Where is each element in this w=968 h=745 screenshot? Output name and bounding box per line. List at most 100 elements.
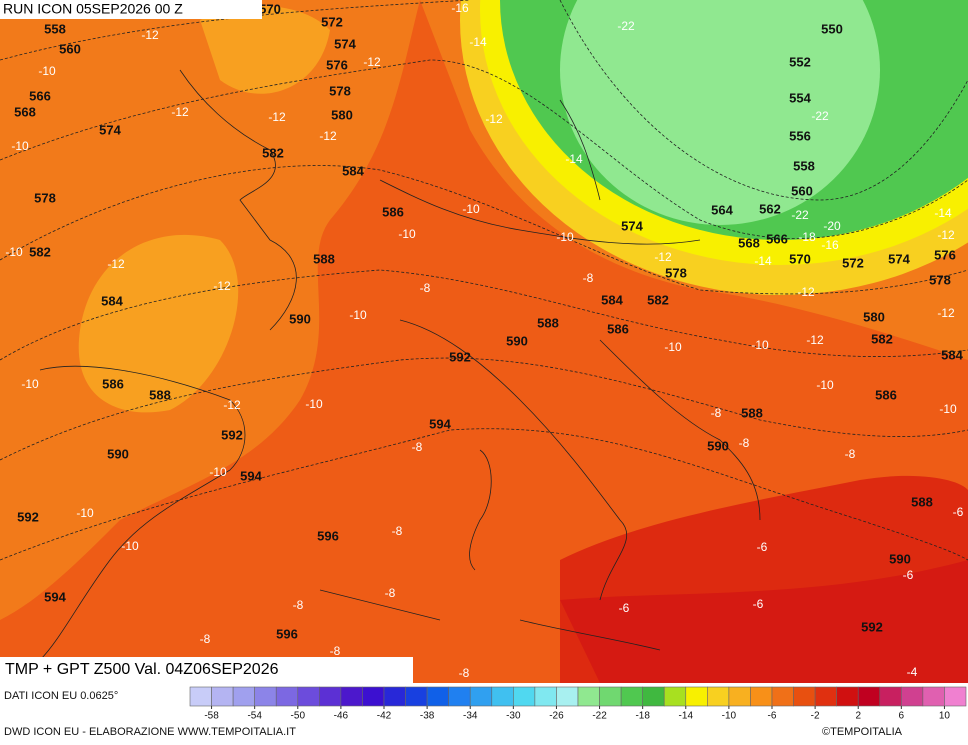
- scale-swatch: [857, 686, 881, 707]
- scale-swatch: [728, 686, 751, 707]
- temperature-label: -12: [937, 306, 955, 320]
- temperature-field: [0, 0, 968, 683]
- temperature-label: -8: [845, 447, 856, 461]
- map-title: TMP + GPT Z500 Val. 04Z06SEP2026: [5, 661, 279, 678]
- temperature-label: -8: [412, 440, 423, 454]
- geopotential-label: 590: [289, 311, 311, 326]
- temperature-label: -12: [797, 285, 815, 299]
- geopotential-label: 580: [331, 107, 353, 122]
- geopotential-label: 566: [29, 88, 51, 103]
- scale-tick-label: -58: [204, 711, 219, 722]
- scale-swatch: [750, 686, 773, 707]
- geopotential-label: 574: [888, 251, 910, 266]
- geopotential-label: 592: [449, 349, 471, 364]
- scale-swatch: [491, 686, 514, 707]
- temperature-label: -8: [711, 406, 722, 420]
- temperature-label: -8: [420, 281, 431, 295]
- scale-swatch: [232, 686, 255, 707]
- temperature-label: -14: [565, 152, 583, 166]
- temperature-label: -14: [934, 206, 952, 220]
- scale-swatch: [879, 686, 902, 707]
- temperature-label: -8: [392, 524, 403, 538]
- scale-tick-label: -46: [334, 711, 349, 722]
- geopotential-label: 588: [911, 494, 933, 509]
- scale-tick-label: -54: [247, 711, 262, 722]
- geopotential-label: 584: [101, 293, 123, 308]
- temperature-label: -22: [617, 19, 635, 33]
- geopotential-label: 586: [102, 376, 124, 391]
- scale-tick-label: -6: [768, 711, 777, 722]
- geopotential-label: 578: [329, 83, 351, 98]
- geopotential-label: 584: [941, 347, 963, 362]
- scale-swatch: [405, 686, 428, 707]
- geopotential-label: 576: [326, 57, 348, 72]
- temperature-label: -4: [907, 665, 918, 679]
- scale-swatch: [211, 686, 234, 707]
- temperature-label: -12: [223, 398, 241, 412]
- scale-swatch: [620, 686, 643, 707]
- temperature-label: -10: [76, 506, 94, 520]
- temperature-label: -16: [821, 238, 839, 252]
- geopotential-label: 594: [429, 416, 451, 431]
- geopotential-label: 590: [107, 446, 129, 461]
- temperature-label: -10: [939, 402, 957, 416]
- temperature-label: -8: [459, 666, 470, 680]
- geopotential-label: 584: [601, 292, 623, 307]
- scale-swatch: [189, 686, 212, 707]
- scale-tick-label: 6: [899, 711, 905, 722]
- geopotential-label: 588: [741, 405, 763, 420]
- temperature-label: -10: [305, 397, 323, 411]
- scale-swatch: [685, 686, 708, 707]
- geopotential-label: 558: [44, 21, 66, 36]
- scale-swatch: [793, 686, 816, 707]
- temperature-label: -8: [330, 644, 341, 658]
- scale-swatch: [663, 686, 687, 707]
- geopotential-label: 594: [44, 589, 66, 604]
- scale-swatch: [599, 686, 622, 707]
- geopotential-label: 580: [863, 309, 885, 324]
- temperature-label: -12: [654, 250, 672, 264]
- run-box: [0, 0, 262, 19]
- credit: DWD ICON EU - ELABORAZIONE WWW.TEMPOITAL…: [4, 726, 296, 738]
- geopotential-label: 566: [766, 231, 788, 246]
- temperature-label: -12: [141, 28, 159, 42]
- geopotential-label: 562: [759, 201, 781, 216]
- scale-swatch: [254, 686, 277, 707]
- temperature-label: -12: [937, 228, 955, 242]
- scale-swatch: [513, 686, 536, 707]
- scale-tick-label: 10: [939, 711, 951, 722]
- temperature-label: -8: [385, 586, 396, 600]
- scale-swatch: [901, 686, 924, 707]
- temperature-label: -12: [213, 279, 231, 293]
- scale-swatch: [469, 686, 493, 707]
- temperature-label: -12: [485, 112, 503, 126]
- contour-labels: 5585605665685745785825845865885905925945…: [5, 1, 963, 680]
- geopotential-label: 560: [59, 41, 81, 56]
- color-scale: -58 -54 -50 -46 -42 -38 -34 -30 -26 -22 -18 -14 -10-…: [189, 686, 967, 722]
- geopotential-label: 586: [382, 204, 404, 219]
- temperature-label: -12: [107, 257, 125, 271]
- scale-tick-label: -14: [679, 711, 694, 722]
- temperature-label: -22: [811, 109, 829, 123]
- geopotential-label: 560: [791, 183, 813, 198]
- geopotential-label: 568: [14, 104, 36, 119]
- geopotential-label: 582: [29, 244, 51, 259]
- temperature-label: -10: [816, 378, 834, 392]
- scale-swatch: [556, 686, 579, 707]
- temperature-label: -6: [757, 540, 768, 554]
- temperature-label: -10: [349, 308, 367, 322]
- temperature-label: -10: [11, 139, 29, 153]
- temperature-label: -8: [583, 271, 594, 285]
- temperature-label: -6: [953, 505, 964, 519]
- temperature-label: -10: [664, 340, 682, 354]
- temperature-label: -10: [121, 539, 139, 553]
- scale-tick-label: -38: [420, 711, 435, 722]
- geopotential-label: 556: [789, 128, 811, 143]
- brand: ©TEMPOITALIA: [822, 726, 903, 738]
- scale-swatch: [383, 686, 406, 707]
- scale-swatch: [577, 686, 600, 707]
- scale-tick-label: -34: [463, 711, 478, 722]
- geopotential-label: 550: [821, 21, 843, 36]
- geopotential-label: 588: [537, 315, 559, 330]
- geopotential-label: 578: [665, 265, 687, 280]
